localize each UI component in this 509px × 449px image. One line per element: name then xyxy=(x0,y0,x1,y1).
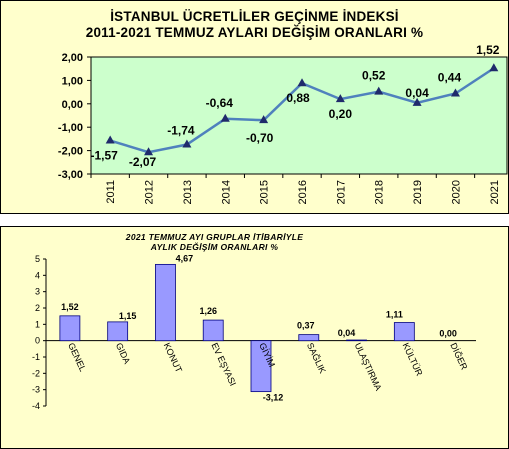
y-tick-label: -2,00 xyxy=(58,146,83,158)
line-chart: 2,00 1,00 0,00 -1,00 -2,00 -3,00 2011 2012 2013 2… xyxy=(58,43,508,204)
y-tick-label: -1,00 xyxy=(58,122,83,134)
data-label: -1,57 xyxy=(91,149,119,163)
x-tick-label: 2019 xyxy=(412,180,424,204)
x-tick-label: GENEL xyxy=(66,341,88,373)
bar xyxy=(202,319,224,342)
data-point-marker xyxy=(489,63,499,72)
line-chart-title: İSTANBUL ÜCRETLİLER GEÇİNME İNDEKSİ xyxy=(110,9,399,24)
data-point-marker xyxy=(335,94,345,103)
data-point-marker xyxy=(182,139,192,148)
bar xyxy=(298,334,320,342)
data-point-marker xyxy=(220,113,230,122)
data-point-marker xyxy=(259,115,269,124)
data-label: 4,67 xyxy=(176,253,194,263)
data-label: 1,52 xyxy=(476,43,500,57)
data-label: -2,07 xyxy=(129,155,157,169)
y-tick-label: -3,00 xyxy=(58,169,83,181)
x-tick-label: 2013 xyxy=(182,180,194,204)
data-label: 1,15 xyxy=(119,311,137,321)
y-tick-label: -3 xyxy=(32,385,40,395)
data-label: 0,37 xyxy=(297,321,315,331)
y-tick-label: 3 xyxy=(35,287,40,297)
x-tick-label: 2012 xyxy=(144,180,156,204)
data-label: -0,64 xyxy=(206,96,234,110)
y-tick-label: 2,00 xyxy=(62,52,83,64)
bar xyxy=(155,263,176,342)
x-tick-label: 2016 xyxy=(297,180,309,204)
data-label: -0,70 xyxy=(246,131,274,145)
x-tick-label: 2015 xyxy=(259,180,271,204)
x-tick-label: 2011 xyxy=(105,180,117,204)
x-tick-label: 2020 xyxy=(450,180,462,204)
bar xyxy=(393,322,415,342)
y-tick-label: 0,00 xyxy=(62,99,83,111)
x-tick-label: EV EŞYASI xyxy=(209,341,238,387)
data-point-marker xyxy=(297,78,307,87)
y-tick-label: 1,00 xyxy=(62,75,83,87)
bar xyxy=(107,321,129,342)
y-tick-label: 1 xyxy=(35,319,40,329)
data-label: -3,12 xyxy=(263,393,284,403)
x-tick-label: SAĞLIK xyxy=(305,341,328,375)
line-chart-panel: İSTANBUL ÜCRETLİLER GEÇİNME İNDEKSİ 2011… xyxy=(0,0,509,214)
data-label: 0,04 xyxy=(405,86,429,100)
y-tick-label: -4 xyxy=(32,401,40,411)
y-tick-label: 4 xyxy=(35,270,40,280)
data-point-marker xyxy=(412,97,422,106)
plot-area xyxy=(90,56,508,175)
line-chart-subtitle: 2011-2021 TEMMUZ AYLARI DEĞİŞİM ORANLARI… xyxy=(85,25,424,40)
x-tick-label: DİĞER xyxy=(448,341,469,372)
data-label: 1,52 xyxy=(61,302,79,312)
data-label: 0,04 xyxy=(338,328,356,338)
x-tick-label: 2017 xyxy=(335,180,347,204)
data-label: -1,74 xyxy=(167,124,195,138)
data-point-marker xyxy=(450,88,460,97)
data-label: 1,26 xyxy=(199,306,217,316)
y-tick-label: 5 xyxy=(35,254,40,264)
bar-chart: 5 4 3 2 1 0 -1 -2 -3 -4 1,52 GENEL 1,15 GIDA 4,67 KONUT… xyxy=(32,253,476,411)
data-label: 0,52 xyxy=(362,69,386,83)
bar xyxy=(346,339,367,342)
y-tick-label: 0 xyxy=(35,336,40,346)
bar xyxy=(250,340,272,393)
y-tick-label: -1 xyxy=(32,352,40,362)
x-tick-label: 2014 xyxy=(220,180,232,204)
data-label: 0,00 xyxy=(439,329,457,339)
data-label: 0,20 xyxy=(329,107,353,121)
data-label: 1,11 xyxy=(386,310,403,320)
data-label: 0,44 xyxy=(438,71,462,85)
x-tick-label: ULAŞTIRMA xyxy=(353,341,384,392)
data-point-marker xyxy=(144,147,154,156)
y-tick-label: -2 xyxy=(32,368,40,378)
x-tick-label: KÜLTÜR xyxy=(401,341,425,378)
x-tick-label: 2018 xyxy=(374,180,386,204)
x-tick-label: GIDA xyxy=(114,341,132,365)
data-point-marker xyxy=(374,86,384,95)
bar-chart-panel: 2021 TEMMUZ AYI GRUPLAR İTİBARİYLE AYLIK… xyxy=(0,226,509,449)
y-tick-label: 2 xyxy=(35,303,40,313)
x-tick-label: 2021 xyxy=(489,180,501,204)
bar-chart-subtitle: AYLIK DEĞİŞİM ORANLARI % xyxy=(150,242,279,252)
data-point-marker xyxy=(105,135,115,144)
bar xyxy=(59,315,81,342)
bar-chart-title: 2021 TEMMUZ AYI GRUPLAR İTİBARİYLE xyxy=(125,232,304,242)
x-tick-label: KONUT xyxy=(162,341,185,374)
data-label: 0,88 xyxy=(286,91,310,105)
